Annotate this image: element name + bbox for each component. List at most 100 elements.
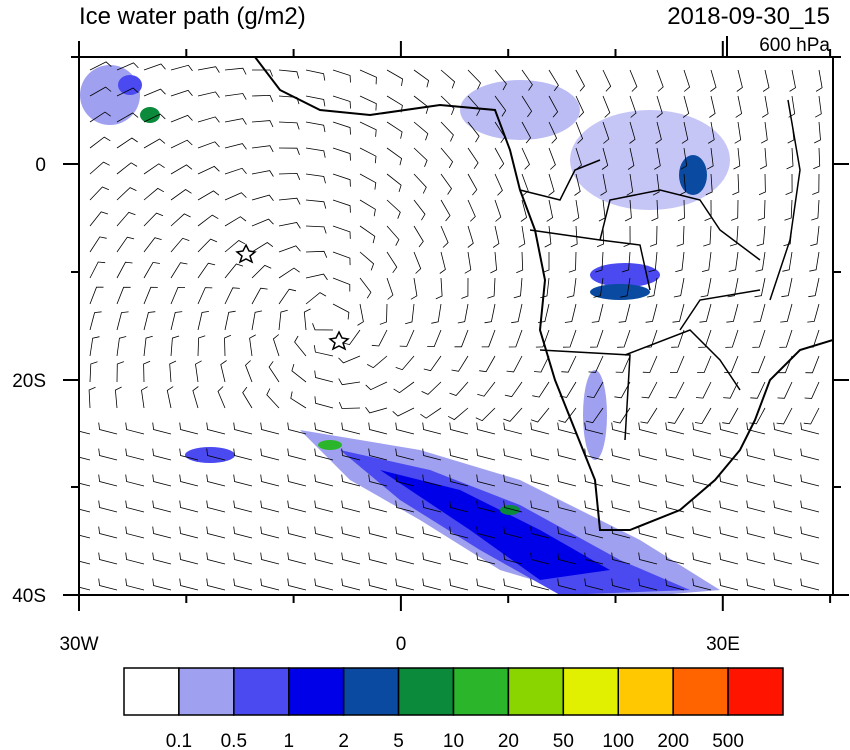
- barb: [557, 448, 577, 461]
- barb: [624, 199, 632, 222]
- barb: [220, 360, 227, 383]
- barb: [719, 474, 739, 487]
- ticks: 0 20S 40S 30W 0 30E: [12, 41, 849, 655]
- barb: [479, 355, 496, 373]
- barb: [392, 407, 415, 417]
- barb: [725, 329, 739, 348]
- barb: [395, 448, 415, 461]
- barb: [170, 311, 183, 331]
- barb: [395, 474, 415, 487]
- barb: [314, 578, 334, 591]
- barb: [494, 199, 502, 222]
- barb: [548, 69, 559, 92]
- barb: [224, 67, 247, 75]
- barb: [595, 251, 604, 273]
- barb: [152, 552, 172, 565]
- barb: [303, 308, 311, 331]
- barb: [513, 277, 523, 299]
- colorbar-box: [727, 667, 784, 716]
- barb: [584, 552, 604, 565]
- barb: [642, 355, 658, 373]
- barb: [116, 261, 133, 279]
- barb: [776, 407, 793, 425]
- barb: [305, 273, 328, 281]
- barb: [584, 578, 604, 591]
- barb: [548, 95, 559, 118]
- barb: [179, 500, 199, 513]
- barb: [422, 526, 442, 539]
- barb: [266, 388, 280, 409]
- barb: [143, 212, 164, 227]
- barb: [278, 309, 288, 331]
- barb: [600, 173, 607, 196]
- x-label: 30E: [706, 634, 740, 655]
- barb: [439, 251, 446, 274]
- barb: [692, 448, 712, 461]
- colorbar-label: 0.1: [166, 731, 192, 750]
- barb: [314, 396, 334, 409]
- date: 2018-09-30_15: [667, 3, 830, 30]
- barb: [751, 355, 766, 374]
- barb: [503, 500, 523, 513]
- barb: [260, 500, 280, 513]
- barb: [359, 95, 377, 111]
- barb: [197, 141, 220, 149]
- barb: [98, 526, 118, 539]
- barb: [759, 147, 767, 170]
- barb: [746, 526, 766, 539]
- barb: [386, 147, 403, 166]
- barb: [617, 329, 631, 348]
- barb: [170, 237, 190, 253]
- barb: [457, 303, 469, 324]
- barb: [386, 251, 398, 274]
- barb: [359, 147, 377, 164]
- barb: [676, 225, 685, 247]
- barb: [305, 199, 327, 209]
- barb: [746, 448, 766, 461]
- barb: [278, 172, 301, 180]
- barb: [621, 251, 631, 273]
- barb: [152, 526, 172, 539]
- barb: [682, 95, 690, 118]
- barb: [475, 407, 496, 422]
- barb: [341, 500, 361, 513]
- barb: [422, 422, 442, 435]
- barb: [116, 62, 139, 71]
- barb: [638, 500, 658, 513]
- barb: [206, 474, 226, 487]
- barb: [251, 145, 274, 153]
- barb: [427, 329, 442, 348]
- barb: [251, 242, 274, 253]
- colorbar-box: [507, 667, 565, 716]
- barb: [784, 199, 793, 221]
- barb: [815, 69, 823, 92]
- y-label: 0: [35, 155, 46, 176]
- barb: [195, 360, 202, 383]
- barb: [669, 355, 685, 374]
- barb: [734, 121, 742, 144]
- barb: [668, 381, 685, 399]
- barb: [645, 303, 658, 323]
- barb: [125, 500, 145, 513]
- barb: [224, 143, 247, 150]
- barb: [89, 286, 104, 305]
- barb: [530, 422, 550, 435]
- barb: [503, 526, 523, 539]
- barb: [520, 199, 528, 222]
- wind-barbs: [79, 61, 823, 591]
- map-area: [79, 57, 833, 595]
- barb: [224, 216, 247, 227]
- barb: [79, 508, 91, 513]
- barb: [233, 552, 253, 565]
- barb: [800, 474, 820, 487]
- barb: [521, 173, 529, 196]
- barb: [755, 251, 766, 272]
- barb: [681, 121, 689, 144]
- barb: [431, 303, 442, 324]
- barb: [287, 578, 307, 591]
- barb: [746, 474, 766, 487]
- barb: [467, 69, 481, 90]
- barb: [698, 329, 712, 348]
- barb: [638, 422, 658, 435]
- barb: [756, 225, 766, 247]
